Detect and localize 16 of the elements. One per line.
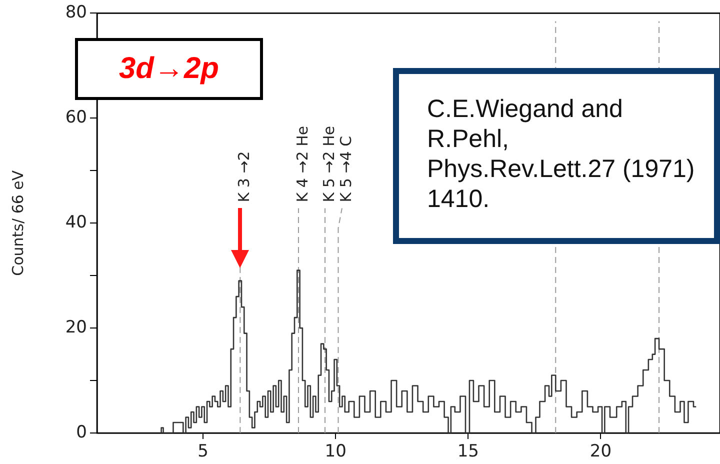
y-tick-label: 40 xyxy=(65,212,87,233)
ref-line-label: K 3 →2 xyxy=(235,151,254,202)
x-tick-label: 10 xyxy=(324,442,346,462)
text-box: C.E.Wiegand and R.Pehl, Phys.Rev.Lett.27 (1971) 1410. xyxy=(393,68,720,244)
y-tick-label: 0 xyxy=(76,422,87,442)
y-tick-label: 80 xyxy=(65,2,87,23)
y-tick-label: 60 xyxy=(65,108,87,128)
x-tick-label: 5 xyxy=(198,442,208,462)
ref-line-label: K 4 →2 He xyxy=(293,126,312,202)
ref-line-label: K 5 →4 C xyxy=(336,136,355,202)
x-tick-label: 20 xyxy=(590,442,612,462)
y-axis-title: Counts/ 66 eV xyxy=(8,170,27,276)
x-tick-label: 15 xyxy=(457,442,479,462)
y-tick-label: 20 xyxy=(65,317,87,338)
ref-line-label: K 5 →2 He xyxy=(320,126,338,202)
text-box: 3d→2p xyxy=(75,38,263,100)
